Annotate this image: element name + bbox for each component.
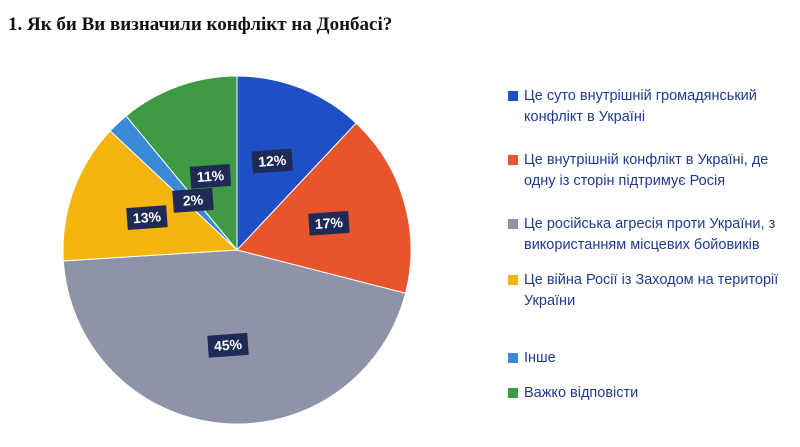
- legend-label: Це внутрішній конфлікт в Україні, де одн…: [524, 152, 769, 189]
- value-label: 11%: [196, 167, 225, 185]
- pie-slice: [62, 130, 239, 262]
- legend-label: Інше: [524, 350, 556, 366]
- value-label: 2%: [182, 191, 204, 208]
- value-label-group: 17%: [308, 210, 350, 236]
- legend-label: Важко відповісти: [524, 385, 639, 401]
- value-label-box: [207, 332, 249, 358]
- value-label-group: 13%: [126, 205, 168, 230]
- legend-swatch: [508, 219, 518, 229]
- legend-label: Це війна Росії із Заходом на території У…: [524, 272, 779, 309]
- pie-slice: [236, 122, 412, 294]
- value-label-box: [251, 148, 293, 174]
- value-label: 45%: [213, 336, 243, 354]
- legend-item: Це війна Росії із Заходом на території У…: [508, 270, 798, 312]
- legend-label: Це суто внутрішній громадянський конфлік…: [524, 88, 757, 125]
- value-label-box: [308, 210, 350, 236]
- value-label: 13%: [132, 208, 162, 226]
- pie-slice: [236, 75, 357, 252]
- legend-swatch: [508, 155, 518, 165]
- legend-item: Інше: [508, 348, 798, 369]
- value-label-group: 11%: [189, 163, 232, 189]
- legend-swatch: [508, 91, 518, 101]
- chart-title: 1. Як би Ви визначили конфлікт на Донбас…: [8, 14, 393, 35]
- legend-swatch: [508, 388, 518, 398]
- value-label: 12%: [258, 152, 288, 170]
- legend-swatch: [508, 275, 518, 285]
- value-label-box: [172, 188, 214, 213]
- value-label-group: 12%: [251, 148, 293, 174]
- legend-item: Це суто внутрішній громадянський конфлік…: [508, 86, 798, 128]
- value-label-box: [126, 205, 168, 230]
- value-label-box: [189, 163, 232, 189]
- legend-item: Це російська агресія проти України, з ви…: [508, 214, 798, 256]
- legend-item: Важко відповісти: [508, 383, 798, 404]
- legend-swatch: [508, 353, 518, 363]
- legend-item: Це внутрішній конфлікт в Україні, де одн…: [508, 150, 798, 192]
- legend: Це суто внутрішній громадянський конфлік…: [508, 86, 798, 404]
- legend-label: Це російська агресія проти України, з ви…: [524, 216, 776, 253]
- value-label-group: 2%: [172, 188, 214, 213]
- value-label: 17%: [314, 214, 344, 232]
- value-label-group: 45%: [207, 332, 249, 358]
